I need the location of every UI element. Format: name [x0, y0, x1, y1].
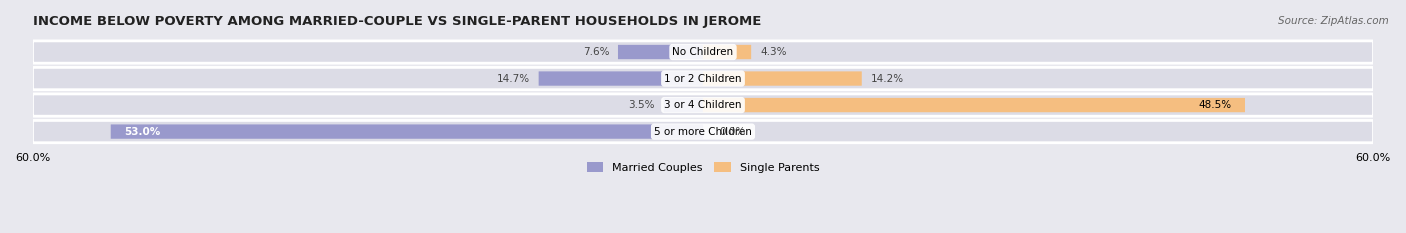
- Text: Source: ZipAtlas.com: Source: ZipAtlas.com: [1278, 16, 1389, 26]
- Text: 53.0%: 53.0%: [124, 127, 160, 137]
- Text: 1 or 2 Children: 1 or 2 Children: [664, 74, 742, 84]
- Text: 14.2%: 14.2%: [870, 74, 904, 84]
- Text: INCOME BELOW POVERTY AMONG MARRIED-COUPLE VS SINGLE-PARENT HOUSEHOLDS IN JEROME: INCOME BELOW POVERTY AMONG MARRIED-COUPL…: [32, 15, 761, 28]
- FancyBboxPatch shape: [703, 71, 862, 86]
- FancyBboxPatch shape: [32, 41, 1374, 63]
- Text: 3 or 4 Children: 3 or 4 Children: [664, 100, 742, 110]
- Text: 5 or more Children: 5 or more Children: [654, 127, 752, 137]
- Text: 48.5%: 48.5%: [1198, 100, 1232, 110]
- FancyBboxPatch shape: [664, 98, 703, 112]
- Text: 4.3%: 4.3%: [761, 47, 786, 57]
- Text: 7.6%: 7.6%: [582, 47, 609, 57]
- Legend: Married Couples, Single Parents: Married Couples, Single Parents: [582, 158, 824, 178]
- FancyBboxPatch shape: [703, 45, 751, 59]
- Text: No Children: No Children: [672, 47, 734, 57]
- FancyBboxPatch shape: [619, 45, 703, 59]
- FancyBboxPatch shape: [32, 120, 1374, 143]
- FancyBboxPatch shape: [538, 71, 703, 86]
- Text: 14.7%: 14.7%: [496, 74, 530, 84]
- FancyBboxPatch shape: [32, 94, 1374, 116]
- FancyBboxPatch shape: [32, 67, 1374, 90]
- FancyBboxPatch shape: [703, 98, 1244, 112]
- FancyBboxPatch shape: [111, 124, 703, 139]
- Text: 0.0%: 0.0%: [720, 127, 747, 137]
- Text: 3.5%: 3.5%: [628, 100, 655, 110]
